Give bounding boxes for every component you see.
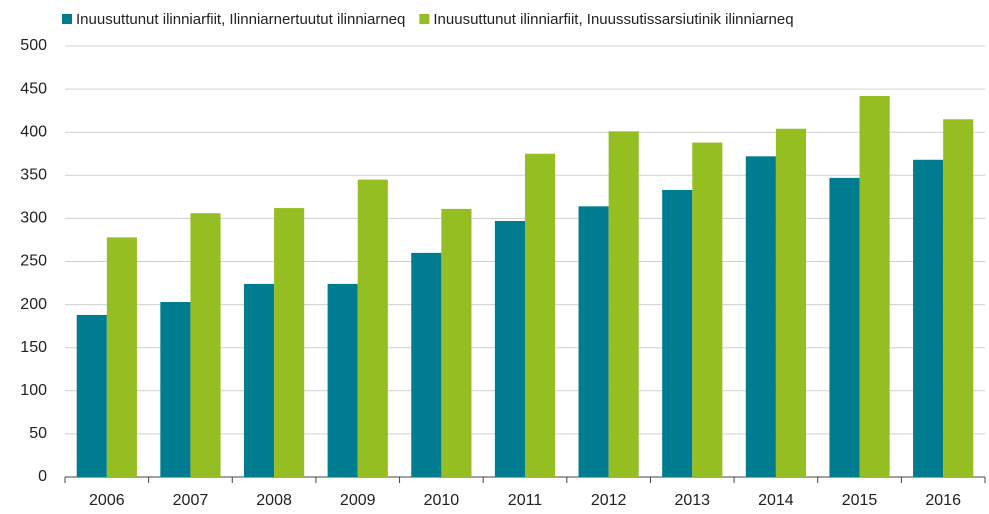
bar xyxy=(913,159,944,477)
bar xyxy=(190,213,221,477)
x-tick-label: 2010 xyxy=(424,492,460,509)
x-tick-label: 2013 xyxy=(674,492,710,509)
bar xyxy=(106,237,137,477)
y-tick-label: 500 xyxy=(20,37,47,54)
bar xyxy=(357,179,388,478)
legend-label: Inuusuttunut ilinniarfiit, Inuussutissar… xyxy=(433,11,793,28)
x-tick-label: 2009 xyxy=(340,492,376,509)
bar xyxy=(160,302,191,477)
bar xyxy=(692,142,723,477)
legend-swatch xyxy=(62,14,72,24)
y-tick-label: 250 xyxy=(20,253,47,270)
y-tick-label: 150 xyxy=(20,339,47,356)
x-tick-label: 2006 xyxy=(89,492,125,509)
y-tick-label: 400 xyxy=(20,123,47,140)
bar xyxy=(327,283,358,477)
y-tick-label: 100 xyxy=(20,382,47,399)
bar xyxy=(745,156,776,477)
y-tick-label: 450 xyxy=(20,80,47,97)
bar xyxy=(578,206,609,477)
bar xyxy=(525,153,556,477)
x-tick-label: 2011 xyxy=(508,492,543,509)
bar xyxy=(859,95,890,477)
bar xyxy=(829,177,860,478)
x-tick-label: 2014 xyxy=(758,492,794,509)
bar xyxy=(608,131,639,477)
bar xyxy=(76,314,107,477)
legend-swatch xyxy=(419,14,430,24)
bar xyxy=(441,208,472,477)
bar xyxy=(662,189,693,478)
x-tick-label: 2008 xyxy=(256,492,292,509)
x-tick-label: 2016 xyxy=(925,492,961,509)
x-tick-label: 2015 xyxy=(842,492,878,509)
y-tick-label: 50 xyxy=(29,425,47,442)
legend: Inuusuttunut ilinniarfiit, Ilinniarnertu… xyxy=(62,11,794,28)
x-tick-label: 2012 xyxy=(591,492,627,509)
bar xyxy=(274,208,305,477)
bar xyxy=(494,220,525,477)
bar xyxy=(411,252,442,477)
y-tick-label: 0 xyxy=(38,468,47,485)
x-tick-label: 2007 xyxy=(173,492,209,509)
y-tick-label: 200 xyxy=(20,296,47,313)
bar xyxy=(243,283,275,477)
y-tick-label: 300 xyxy=(20,210,47,227)
legend-label: Inuusuttunut ilinniarfiit, Ilinniarnertu… xyxy=(76,11,405,28)
bar xyxy=(775,128,807,477)
y-tick-label: 350 xyxy=(20,167,47,184)
bar xyxy=(943,119,974,478)
